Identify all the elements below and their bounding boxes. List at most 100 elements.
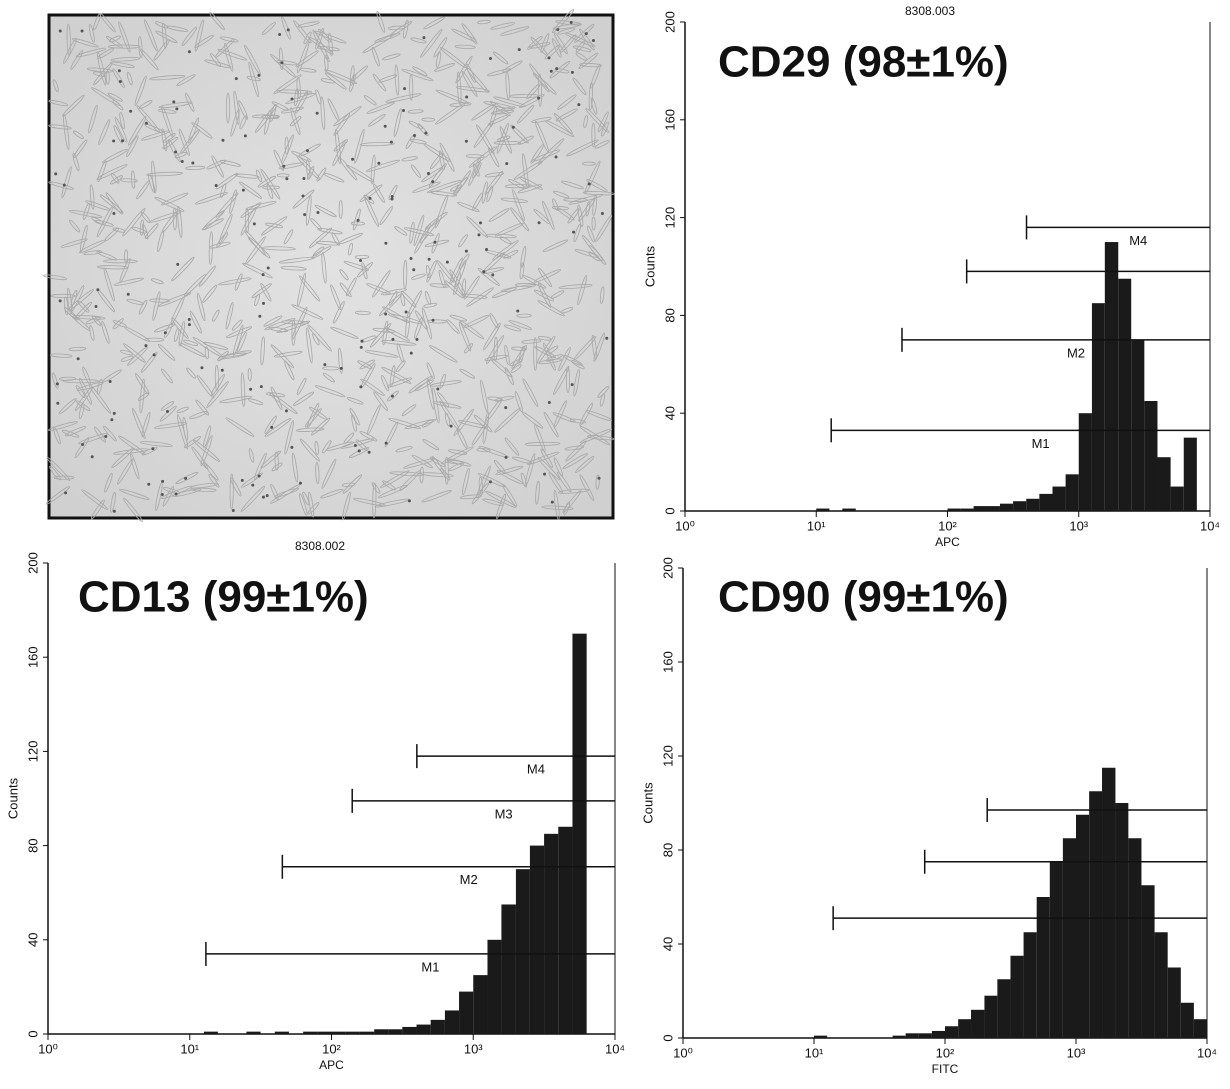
cell (350, 65, 369, 82)
cell (306, 402, 320, 429)
cell-dot (424, 131, 428, 135)
cell (558, 488, 590, 494)
cell (175, 471, 199, 485)
cell (500, 26, 530, 36)
cell (455, 86, 491, 93)
cell (143, 19, 158, 52)
cell (158, 101, 193, 109)
cell (438, 269, 446, 288)
cell (260, 450, 282, 469)
histogram-bar (331, 1031, 346, 1034)
cell (139, 441, 173, 447)
cell (70, 285, 85, 313)
cell-dot (359, 258, 363, 262)
cell (540, 33, 550, 53)
cell (148, 173, 156, 193)
cell (273, 350, 303, 358)
cell (235, 173, 260, 179)
cell (592, 195, 598, 216)
micrograph (43, 9, 615, 523)
histogram-bar (947, 508, 961, 511)
cell (158, 292, 192, 307)
x-tick-label: 10⁴ (1197, 1045, 1217, 1060)
cell (601, 121, 609, 137)
cell (240, 485, 266, 512)
cell (130, 453, 140, 480)
cell (503, 324, 522, 332)
histogram-bar (303, 1031, 318, 1034)
histogram-bar (1167, 967, 1181, 1038)
cell-dot (479, 221, 483, 225)
histogram-bar (1023, 932, 1037, 1038)
cell (53, 427, 61, 445)
cell (575, 456, 595, 473)
cell (306, 327, 313, 364)
cell (529, 42, 551, 49)
cell (587, 225, 595, 243)
cell (78, 239, 106, 254)
cell (195, 399, 210, 416)
histogram-bar (997, 979, 1011, 1038)
cell-dot (80, 29, 84, 33)
cell-dot (258, 314, 262, 318)
cell (538, 267, 552, 288)
cell-dot (367, 450, 371, 454)
cell (552, 198, 559, 212)
cell (408, 375, 433, 394)
cell (72, 152, 80, 171)
cell (97, 265, 129, 270)
cell (94, 220, 114, 227)
cell (113, 125, 123, 144)
cell (579, 402, 594, 426)
cell (211, 155, 225, 178)
cell (492, 240, 519, 261)
cell-dot (175, 107, 179, 111)
histogram-bar (1036, 897, 1050, 1038)
cell-dot (121, 139, 125, 143)
cell-dot (491, 273, 495, 277)
cell (110, 57, 141, 62)
histogram-bar (1049, 861, 1063, 1038)
cell (369, 323, 392, 348)
y-tick-label: 200 (25, 552, 40, 574)
cell (403, 227, 435, 237)
cell (472, 162, 482, 179)
cell-dot (249, 387, 253, 391)
cell (462, 314, 490, 329)
cell (114, 116, 128, 143)
cell (357, 360, 373, 369)
cell (535, 480, 540, 505)
cell (189, 310, 202, 334)
cell (550, 290, 565, 299)
cell (420, 28, 443, 58)
x-tick-label: 10³ (1069, 518, 1088, 533)
cell (585, 107, 610, 133)
cell (419, 218, 440, 244)
cell (218, 213, 233, 244)
cell (290, 107, 301, 136)
cell (152, 291, 161, 321)
x-tick-label: 10² (322, 1041, 341, 1056)
cell (509, 94, 540, 99)
cell (200, 435, 213, 467)
cell (233, 90, 240, 126)
cell-dot (303, 213, 307, 217)
cell (276, 173, 290, 178)
histogram-bar (1154, 932, 1168, 1038)
cell (557, 94, 577, 110)
cell (330, 326, 359, 339)
cell (291, 306, 308, 340)
cell (520, 472, 527, 488)
cell (307, 502, 320, 515)
cell (162, 136, 179, 150)
cell (198, 265, 216, 287)
cell (214, 364, 219, 391)
cell-dot (187, 50, 191, 54)
cell (548, 472, 563, 494)
cell (157, 343, 176, 361)
cell (196, 292, 206, 322)
cell (599, 286, 605, 304)
cell (339, 269, 349, 281)
cell (463, 275, 480, 300)
cell (493, 96, 526, 107)
